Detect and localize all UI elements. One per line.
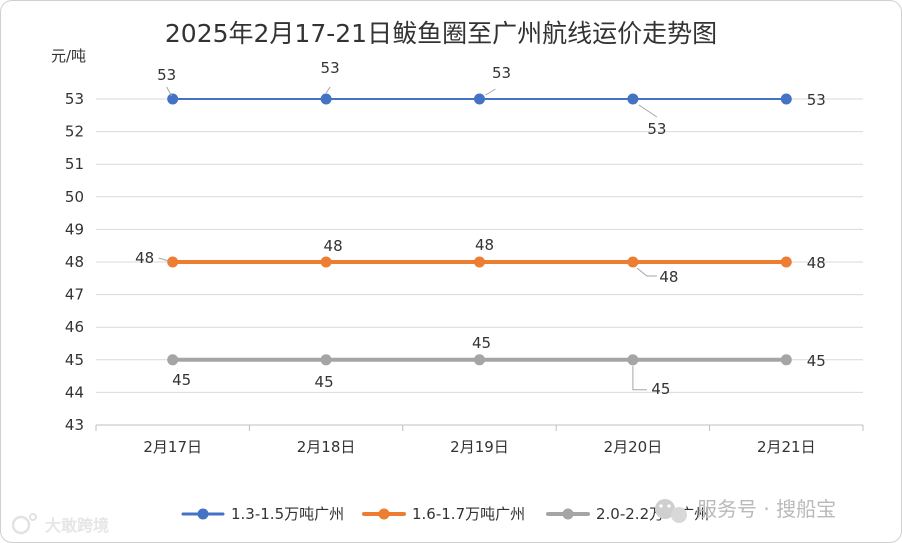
data-label: 48 — [659, 268, 678, 286]
data-point — [474, 256, 485, 268]
y-axis-unit-label: 元/吨 — [51, 47, 86, 65]
data-label: 45 — [472, 334, 491, 352]
data-label-leader — [638, 104, 658, 118]
data-point — [320, 354, 332, 366]
data-label: 53 — [492, 64, 511, 82]
data-point — [780, 93, 792, 105]
y-tick-label: 47 — [65, 286, 84, 304]
data-label: 45 — [651, 380, 670, 398]
wechat-logo-icon — [655, 499, 687, 523]
y-tick-label: 49 — [65, 220, 84, 238]
data-point — [780, 256, 792, 268]
data-label: 48 — [324, 237, 343, 255]
data-point — [627, 354, 639, 366]
x-tick-label: 2月17日 — [143, 438, 202, 456]
data-point — [320, 256, 332, 268]
watermark-right-text: 服务号 · 搜船宝 — [697, 497, 836, 521]
data-label: 45 — [172, 371, 191, 389]
data-label: 48 — [475, 236, 494, 254]
y-tick-label: 46 — [65, 318, 84, 336]
watermark-left-text: 大敢跨境 — [45, 516, 109, 535]
legend-label: 2.0-2.2万吨广州 — [596, 505, 709, 523]
data-point — [627, 93, 639, 105]
y-tick-label: 45 — [65, 351, 84, 369]
data-label-leader — [158, 257, 169, 262]
data-label-leader — [166, 86, 173, 97]
data-label: 53 — [807, 91, 826, 109]
data-label-leader — [325, 86, 331, 94]
data-label-layer: 53 53 53 53 53 48 48 48 48 48 45 45 45 45 45 — [135, 59, 826, 398]
legend-swatch-marker — [562, 508, 574, 520]
data-point — [474, 93, 485, 105]
data-label-leader — [485, 88, 496, 96]
data-point — [320, 93, 332, 105]
chart-title: 2025年2月17-21日鲅鱼圈至广州航线运价走势图 — [165, 19, 717, 48]
data-point — [474, 354, 485, 366]
data-label-leader — [636, 267, 657, 277]
data-label-leader — [632, 365, 647, 391]
data-point — [627, 256, 639, 268]
watermark: 服务号 · 搜船宝 大敢跨境 — [11, 497, 836, 535]
legend-label: 1.6-1.7万吨广州 — [412, 505, 525, 523]
data-point — [167, 93, 179, 105]
x-tick-label: 2月19日 — [450, 438, 509, 456]
data-point — [780, 354, 792, 366]
y-tick-label: 43 — [65, 416, 84, 434]
y-tick-label: 50 — [65, 188, 84, 206]
data-label: 45 — [315, 373, 334, 391]
data-label: 53 — [321, 59, 340, 77]
legend-swatch-marker — [378, 508, 390, 520]
y-tick-label: 51 — [65, 155, 84, 173]
x-tick-label: 2月21日 — [757, 438, 816, 456]
data-label: 48 — [135, 249, 154, 267]
x-tick-label: 2月20日 — [604, 438, 663, 456]
y-tick-label: 44 — [65, 383, 84, 401]
legend: 1.3-1.5万吨广州 1.6-1.7万吨广州 2.0-2.2万吨广州 — [181, 505, 709, 523]
data-label: 48 — [807, 254, 826, 272]
y-tick-label: 52 — [65, 123, 84, 141]
data-label: 45 — [807, 352, 826, 370]
x-tick-label: 2月18日 — [297, 438, 356, 456]
legend-label: 1.3-1.5万吨广州 — [231, 505, 344, 523]
data-label: 53 — [647, 120, 666, 138]
legend-swatch-marker — [197, 508, 209, 520]
y-tick-label: 48 — [65, 253, 84, 271]
weibo-logo-icon — [11, 513, 37, 535]
axis-layer: 43 44 45 46 47 48 49 50 51 52 53 2月17日 2月18日 2月19日 2月2… — [65, 90, 864, 456]
data-point — [167, 354, 179, 366]
series-layer — [167, 93, 792, 366]
data-label: 53 — [157, 66, 176, 84]
y-tick-label: 53 — [65, 90, 84, 108]
data-point — [167, 256, 179, 268]
